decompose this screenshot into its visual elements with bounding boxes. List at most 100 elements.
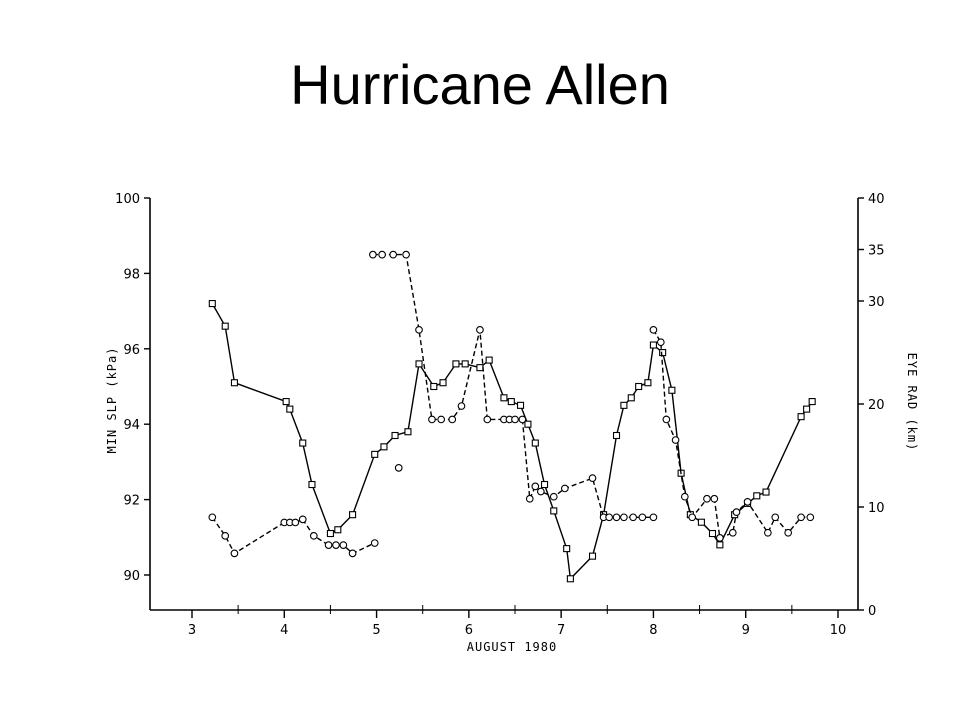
eye-radius-point — [476, 325, 484, 334]
eye-radius-point — [531, 482, 540, 491]
eye-radius-point — [309, 531, 318, 540]
pressure-point — [430, 382, 438, 391]
eye-radius-point — [649, 325, 658, 334]
pressure-point — [563, 545, 571, 553]
eye-radius-point — [369, 250, 377, 259]
eye-radius-point — [612, 513, 621, 522]
eye-radius-point — [680, 492, 689, 501]
y-right-tick-label: 0 — [868, 604, 876, 619]
y-left-tick-label: 94 — [123, 418, 140, 433]
eye-radius-point — [784, 528, 793, 537]
pressure-point — [612, 431, 621, 440]
x-tick-label: 3 — [188, 623, 196, 638]
slide-title: Hurricane Allen — [290, 53, 670, 116]
pressure-point — [797, 413, 805, 421]
eye-radius-point — [771, 513, 780, 522]
y-right-tick-label: 20 — [868, 398, 885, 413]
y-right-tick-label: 10 — [868, 501, 885, 516]
y-left-tick-label: 92 — [123, 494, 140, 509]
eye-radius-point — [298, 515, 307, 524]
eye-radius-point — [230, 549, 239, 558]
eye-radius-point — [389, 250, 398, 259]
pressure-point — [334, 526, 342, 534]
pressure-point — [588, 552, 597, 560]
pressure-point — [762, 488, 770, 496]
x-tick-label: 6 — [465, 623, 473, 638]
pressure-point — [531, 439, 539, 447]
eye-radius-point — [208, 513, 217, 522]
y-left-tick-label: 98 — [123, 267, 140, 282]
pressure-point — [299, 439, 307, 447]
y-right-tick-label: 30 — [868, 295, 885, 310]
eye-radius-point — [671, 436, 680, 444]
y-right-tick-label: 35 — [868, 244, 885, 259]
pressure-point — [221, 322, 229, 330]
eye-radius-point — [806, 513, 815, 522]
x-axis-title: AUGUST 1980 — [467, 640, 557, 654]
pressure-point — [452, 360, 460, 368]
x-tick-label: 9 — [742, 623, 750, 638]
pressure-point — [627, 394, 635, 402]
eye-radius-point — [629, 513, 637, 522]
eye-radius-point — [332, 541, 340, 549]
eye-radius-point — [797, 513, 805, 522]
eye-radius-point — [221, 531, 230, 540]
pressure-point — [620, 401, 628, 409]
eye-radius-point — [656, 338, 665, 347]
ticks: 3 4 5 6 7 8 9 10 90 92 94 96 98 100 0 10 20 30 35 40 — [115, 192, 884, 638]
pressure-point — [326, 529, 334, 538]
pressure-point — [380, 443, 388, 451]
eye-radius-point — [339, 541, 348, 549]
y-axis-right-title: EYE RAD (km) — [905, 353, 919, 452]
pressure-point — [371, 450, 379, 458]
pressure-point — [540, 480, 549, 489]
pressure-point — [635, 382, 643, 391]
eye-radius-point — [728, 528, 737, 537]
y-left-tick-label: 100 — [115, 192, 140, 207]
y-axis-left-title: MIN SLP (kPa) — [105, 347, 119, 454]
pressure-point — [524, 420, 532, 428]
pressure-point — [550, 507, 558, 515]
pressure-point — [716, 541, 724, 549]
eye-radius-point — [394, 464, 403, 472]
pressure-point — [803, 405, 811, 413]
pressure-point — [439, 379, 447, 387]
pressure-point — [808, 398, 816, 406]
x-tick-label: 7 — [557, 623, 565, 638]
pressure-point — [391, 431, 399, 440]
x-tick-label: 8 — [649, 623, 657, 638]
eye-radius-point — [620, 513, 628, 522]
series-layer — [208, 250, 816, 583]
x-tick-label: 10 — [830, 623, 847, 638]
eye-radius-point — [348, 549, 357, 558]
eye-radius-point — [402, 250, 410, 259]
y-left-tick-label: 90 — [123, 569, 140, 584]
pressure-point — [753, 492, 761, 500]
eye-radius-point — [605, 513, 613, 522]
pressure-point — [461, 360, 469, 368]
eye-radius-point — [415, 325, 423, 334]
pressure-point — [308, 480, 316, 489]
pressure-point — [507, 398, 515, 406]
eye-radius-point — [764, 528, 772, 537]
eye-radius-point — [291, 518, 300, 527]
pressure-point — [282, 398, 290, 406]
eye-radius-point — [638, 513, 647, 522]
eye-radius-point — [525, 494, 534, 503]
axes — [149, 198, 859, 611]
eye-radius-point — [710, 494, 719, 503]
pressure-point — [485, 356, 493, 364]
x-tick-label: 4 — [280, 623, 288, 638]
x-tick-label: 5 — [372, 623, 380, 638]
eye-radius-point — [743, 498, 752, 506]
eye-radius-point — [703, 494, 711, 503]
eye-radius-point — [560, 484, 569, 493]
pressure-point — [415, 360, 423, 368]
eye-radius-point — [536, 487, 545, 496]
eye-radius-point — [688, 513, 697, 522]
pressure-point — [349, 511, 357, 519]
eye-radius-point — [437, 415, 446, 424]
pressure-point — [404, 428, 412, 436]
eye-radius-point — [716, 534, 724, 542]
